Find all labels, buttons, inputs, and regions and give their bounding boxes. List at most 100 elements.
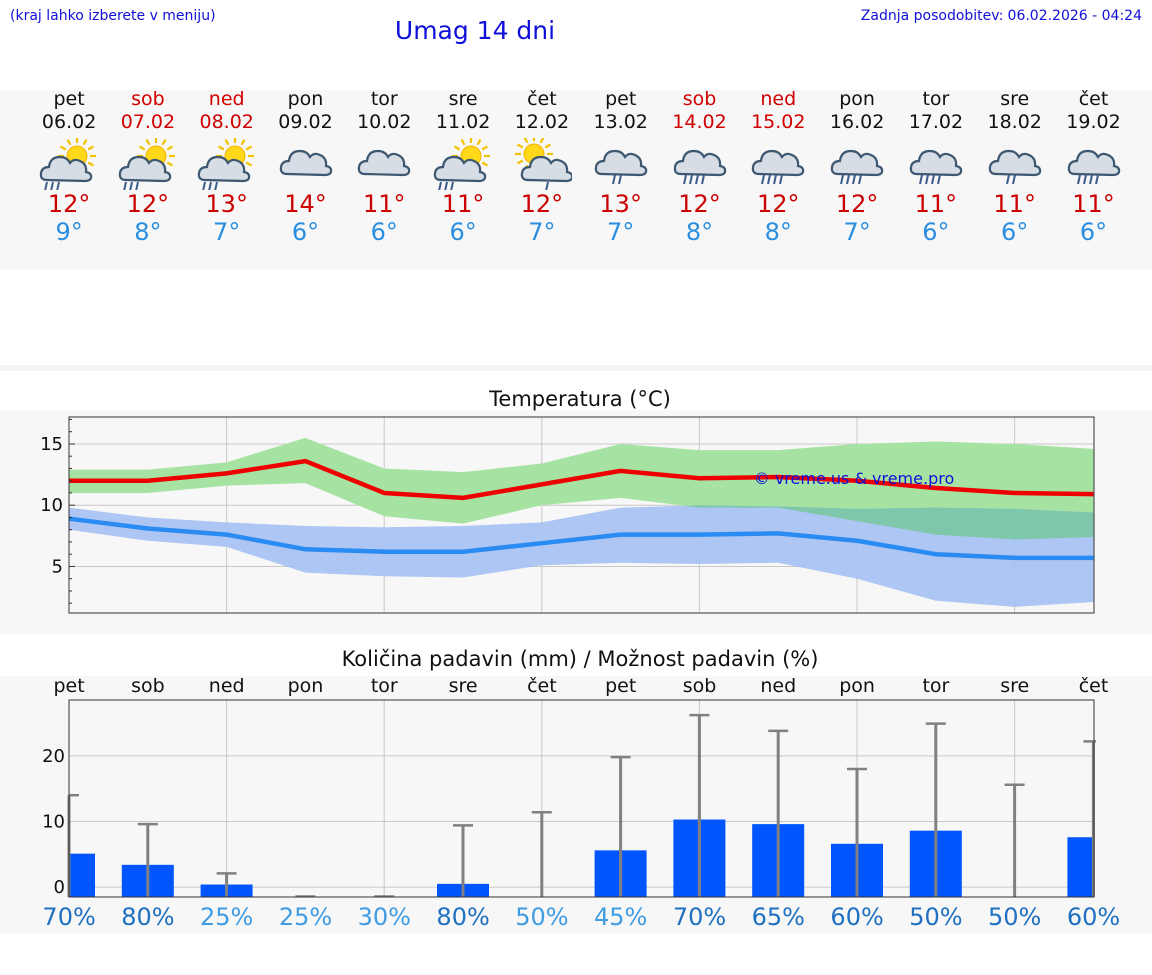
cloud-icon <box>279 149 332 177</box>
precip-bar <box>1067 837 1094 897</box>
precip-day-label: tor <box>922 675 950 697</box>
day-name: pon <box>839 88 875 110</box>
precip-chance-label: 60% <box>1066 903 1121 931</box>
min-temp: 8° <box>685 218 714 246</box>
precip-day-label: pon <box>839 675 875 697</box>
location-hint-link[interactable]: (kraj lahko izberete v meniju) <box>10 8 216 24</box>
day-date: 17.02 <box>908 111 964 133</box>
day-name: tor <box>370 88 398 110</box>
precip-chance-label: 45% <box>594 903 648 931</box>
precip-chance-label: 70% <box>42 903 96 931</box>
forecast-day: sob 14.02 12° 8° <box>660 88 739 246</box>
y-tick-label: 0 <box>54 877 65 898</box>
day-name: sre <box>1000 88 1030 110</box>
precip-day-label: sre <box>448 675 478 697</box>
day-name: čet <box>1078 88 1109 110</box>
precip-day-label: ned <box>208 675 245 697</box>
precip-chance-label: 65% <box>751 903 805 931</box>
precip-chance-label: 50% <box>909 903 963 931</box>
cloud-heavy-rain-icon <box>909 149 963 185</box>
forecast-day: pet 13.02 13° 7° <box>581 88 660 246</box>
temperature-chart-title: Temperatura (°C) <box>489 387 671 411</box>
forecast-day: pon 09.02 14° 6° <box>266 88 345 246</box>
precip-day-label: pon <box>287 675 324 697</box>
y-tick-label: 15 <box>40 434 63 455</box>
day-date: 15.02 <box>751 111 806 133</box>
max-temp: 12° <box>47 190 91 218</box>
precip-day-label: čet <box>1078 675 1109 697</box>
min-temp: 6° <box>370 218 398 246</box>
day-date: 13.02 <box>593 111 648 133</box>
max-temp: 11° <box>441 190 485 218</box>
temperature-chart: 5 10 15 © vreme.us & vreme.pro <box>40 416 1095 614</box>
precip-bar <box>69 853 95 897</box>
min-temp: 7° <box>843 218 871 246</box>
day-date: 10.02 <box>357 111 412 133</box>
max-temp: 12° <box>678 190 721 218</box>
max-temp: 11° <box>1072 190 1115 218</box>
precip-chance-label: 80% <box>121 903 175 931</box>
min-temp: 7° <box>607 218 635 246</box>
max-temp-line <box>69 458 1094 501</box>
max-temp: 11° <box>993 190 1036 218</box>
y-tick-label: 10 <box>40 495 63 516</box>
min-temp: 6° <box>449 218 477 246</box>
day-date: 06.02 <box>41 111 97 133</box>
sun-cloud-rain-icon <box>39 138 97 190</box>
day-name: pet <box>53 88 85 110</box>
min-temp: 7° <box>213 218 241 246</box>
min-temp: 6° <box>922 218 950 246</box>
precipitation-chart: 0 10 20 <box>42 699 1096 898</box>
forecast-day: sre 11.02 11° 6° <box>424 88 503 246</box>
day-name: sre <box>448 88 478 110</box>
forecast-day: sre 18.02 11° 6° <box>975 88 1054 246</box>
day-name: sob <box>682 88 717 110</box>
forecast-day: čet 12.02 12° 7° <box>502 88 581 246</box>
precipitation-chart-title: Količina padavin (mm) / Možnost padavin … <box>341 647 819 671</box>
day-date: 14.02 <box>672 111 727 133</box>
min-temp: 8° <box>134 218 162 246</box>
last-update: Zadnja posodobitev: 06.02.2026 - 04:24 <box>861 8 1142 24</box>
cloud-icon <box>358 149 411 177</box>
day-date: 19.02 <box>1066 111 1121 133</box>
day-date: 18.02 <box>987 111 1042 133</box>
last-update-value: 06.02.2026 - 04:24 <box>1007 8 1142 24</box>
forecast-day: sob 07.02 12° 8° <box>108 88 187 246</box>
min-temp: 6° <box>1079 218 1108 246</box>
day-name: sob <box>131 88 165 110</box>
cloud-heavy-rain-icon <box>752 149 805 185</box>
last-update-label: Zadnja posodobitev: <box>860 8 1004 24</box>
precip-day-label: sob <box>131 675 165 697</box>
day-date: 12.02 <box>514 111 570 133</box>
min-temp: 6° <box>291 218 320 246</box>
forecast-day: pet 06.02 12° 9° <box>30 88 109 246</box>
max-temp: 12° <box>520 190 564 218</box>
max-temp: 14° <box>284 190 327 218</box>
day-name: pon <box>287 88 324 110</box>
sun-cloud-rain-icon <box>197 138 254 190</box>
day-name: pet <box>605 88 637 110</box>
max-temp: 11° <box>363 190 406 218</box>
precip-day-label: čet <box>527 675 557 697</box>
page-title: Umag 14 dni <box>394 16 556 45</box>
cloud-heavy-rain-icon <box>673 149 726 185</box>
precip-chance-label: 80% <box>436 903 490 931</box>
day-name: ned <box>208 88 245 110</box>
max-temp: 12° <box>835 190 879 218</box>
forecast-day: čet 19.02 11° 6° <box>1054 88 1133 246</box>
day-name: ned <box>760 88 797 110</box>
forecast-day: ned 15.02 12° 8° <box>739 88 818 246</box>
forecast-day: tor 17.02 11° 6° <box>896 88 975 246</box>
day-name: tor <box>922 88 950 110</box>
day-name: čet <box>527 88 557 110</box>
precip-chance-label: 25% <box>200 903 254 931</box>
day-date: 09.02 <box>278 111 333 133</box>
forecast-day: tor 10.02 11° 6° <box>345 88 424 246</box>
precip-day-label: pet <box>605 675 637 697</box>
forecast-day: ned 08.02 13° 7° <box>187 88 266 246</box>
min-temp-range-band <box>69 505 1094 607</box>
max-temp: 11° <box>914 190 958 218</box>
min-temp: 8° <box>764 218 792 246</box>
forecast-days-panel <box>0 90 1152 270</box>
copyright-annotation: © vreme.us & vreme.pro <box>754 469 955 488</box>
